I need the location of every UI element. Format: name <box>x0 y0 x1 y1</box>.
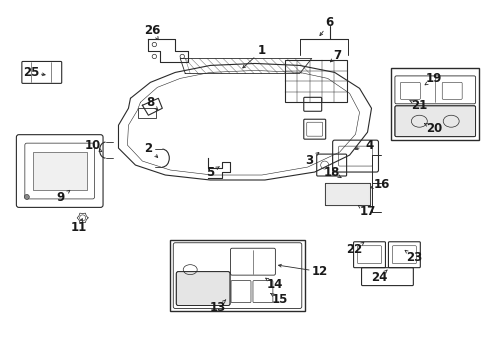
Text: 13: 13 <box>209 301 226 314</box>
Text: 25: 25 <box>22 66 39 79</box>
Text: 22: 22 <box>346 243 362 256</box>
Text: 3: 3 <box>305 154 313 167</box>
Bar <box>138 108 156 118</box>
Text: 19: 19 <box>425 72 442 85</box>
Bar <box>324 183 369 205</box>
Text: 20: 20 <box>425 122 442 135</box>
Bar <box>33 152 86 190</box>
Text: 1: 1 <box>257 44 265 57</box>
Text: 4: 4 <box>365 139 373 152</box>
Text: 21: 21 <box>410 99 427 112</box>
Text: 10: 10 <box>84 139 101 152</box>
FancyBboxPatch shape <box>394 106 475 137</box>
Text: 14: 14 <box>266 278 283 291</box>
Bar <box>170 240 304 311</box>
Text: 8: 8 <box>146 96 154 109</box>
Text: 9: 9 <box>57 192 65 204</box>
Text: 6: 6 <box>325 16 333 29</box>
Circle shape <box>24 194 29 199</box>
Text: 12: 12 <box>311 265 327 278</box>
Text: 2: 2 <box>144 141 152 155</box>
Text: 26: 26 <box>144 24 160 37</box>
Text: 24: 24 <box>370 271 387 284</box>
Bar <box>285 60 346 102</box>
Text: 23: 23 <box>406 251 422 264</box>
Text: 15: 15 <box>271 293 287 306</box>
Text: 17: 17 <box>359 205 375 219</box>
Bar <box>390 68 478 140</box>
Text: 16: 16 <box>372 179 389 192</box>
FancyBboxPatch shape <box>176 272 229 306</box>
Text: 5: 5 <box>205 166 214 179</box>
Text: 7: 7 <box>333 49 341 62</box>
Text: 18: 18 <box>323 166 339 179</box>
Text: 11: 11 <box>70 221 86 234</box>
